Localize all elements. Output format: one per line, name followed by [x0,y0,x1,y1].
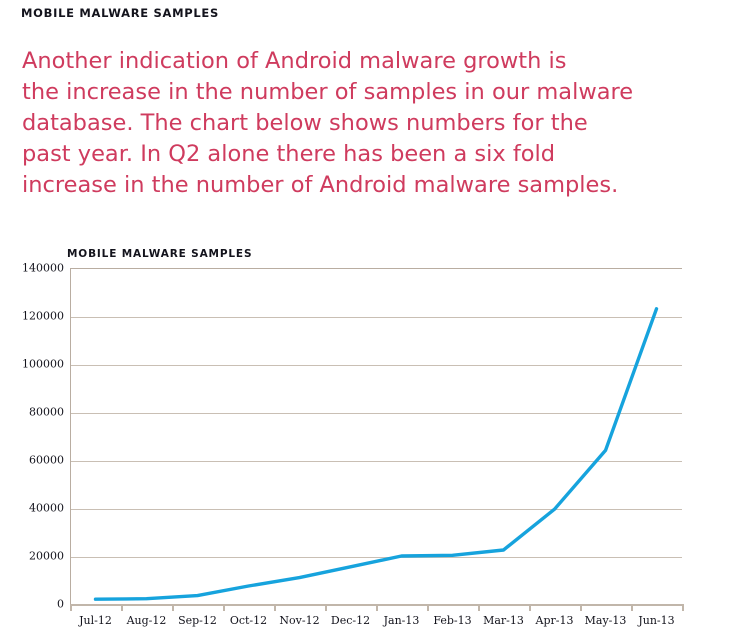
x-tick-mark [631,604,633,611]
chart-title: MOBILE MALWARE SAMPLES [67,248,253,260]
x-tick-mark [325,604,327,611]
y-axis-labels: 0 20000 40000 60000 80000 100000 120000 140000 [0,262,64,611]
page-title: MOBILE MALWARE SAMPLES [21,6,219,20]
intro-line-1: Another indication of Android malware gr… [22,48,567,74]
plot-area [70,268,682,604]
x-tick-mark [376,604,378,611]
y-tick-label: 40000 [29,501,64,515]
y-tick-label: 100000 [22,357,64,371]
gridline [71,461,682,462]
gridline [71,413,682,414]
y-tick-label: 80000 [29,405,64,419]
gridline [71,509,682,510]
intro-paragraph: Another indication of Android malware gr… [22,46,634,201]
x-tick-mark [427,604,429,611]
y-tick-label: 120000 [22,309,64,323]
gridline [71,317,682,318]
series-polyline [93,307,659,601]
intro-line-3: database. The chart below shows numbers … [22,110,588,136]
x-tick-mark [580,604,582,611]
gridline [71,557,682,558]
intro-line-4: past year. In Q2 alone there has been a … [22,141,556,167]
y-tick-label: 0 [57,597,64,611]
x-tick-mark [223,604,225,611]
intro-line-5: increase in the number of Android malwar… [22,172,619,198]
x-tick-mark [70,604,72,611]
y-tick-label: 140000 [22,261,64,275]
data-series-line [93,307,659,601]
chart-container: MOBILE MALWARE SAMPLES 0 20000 40000 60000 8… [0,240,735,627]
x-tick-mark [121,604,123,611]
x-tick-mark [274,604,276,611]
x-tick-mark [529,604,531,611]
x-tick-mark [478,604,480,611]
gridline [71,365,682,366]
x-tick-mark [172,604,174,611]
y-tick-label: 60000 [29,453,64,467]
intro-line-2: the increase in the number of samples in… [22,79,634,105]
x-tick-mark [682,604,684,611]
y-tick-label: 20000 [29,549,64,563]
